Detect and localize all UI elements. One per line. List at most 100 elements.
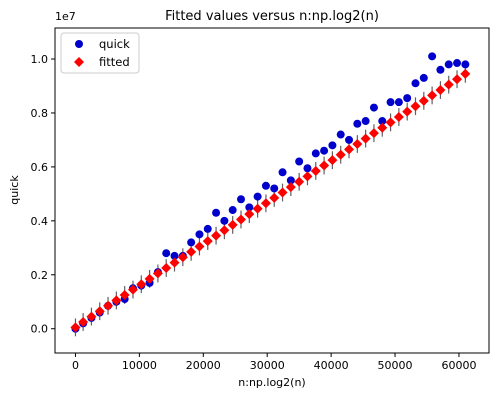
y-tick-label: 0.8	[31, 107, 49, 120]
quick-point	[328, 141, 337, 150]
quick-point	[170, 251, 179, 260]
y-axis-ticks: 0.0 0.2 0.4 0.6 0.8 1.0	[31, 53, 55, 336]
fitted-point	[277, 187, 288, 198]
quick-point	[369, 103, 378, 112]
fitted-point	[169, 257, 180, 268]
y-tick-label: 1.0	[31, 53, 49, 66]
fitted-point	[360, 133, 371, 144]
fitted-point	[236, 214, 246, 225]
fitted-point	[310, 165, 321, 176]
fitted-point	[410, 101, 421, 112]
fitted-point	[219, 225, 230, 236]
fitted-point	[427, 90, 438, 101]
fitted-point	[211, 230, 222, 241]
fitted-point	[111, 295, 122, 306]
fitted-point	[70, 322, 81, 333]
quick-point	[336, 130, 345, 139]
fitted-point	[244, 209, 255, 220]
plot-area-frame	[54, 27, 490, 354]
quick-point	[403, 94, 412, 103]
fitted-point	[144, 273, 155, 284]
quick-point	[261, 181, 270, 190]
fitted-point	[418, 95, 429, 106]
fitted-point	[335, 149, 346, 160]
quick-point	[253, 192, 262, 201]
legend: quick fitted	[60, 32, 140, 74]
fitted-point	[443, 79, 454, 90]
y-tick-label: 0.4	[31, 215, 49, 228]
fitted-point	[177, 252, 188, 263]
quick-point	[295, 157, 304, 166]
quick-point	[228, 206, 237, 215]
fitted-point	[78, 316, 89, 327]
quick-point	[220, 216, 229, 225]
fitted-point	[285, 182, 296, 193]
quick-point	[411, 79, 420, 88]
quick-point	[444, 60, 453, 69]
x-axis-label: n:np.log2(n)	[238, 376, 305, 389]
quick-point	[195, 230, 204, 239]
x-axis-ticks: 0 10000 20000 30000 40000 50000 60000	[72, 353, 476, 372]
fitted-point	[252, 203, 263, 214]
fitted-point	[377, 122, 388, 133]
fitted-point	[227, 219, 238, 230]
fitted-point	[368, 128, 379, 139]
quick-point	[419, 73, 428, 82]
fitted-point	[344, 144, 355, 155]
y-axis-label: quick	[8, 175, 21, 205]
quick-point	[345, 135, 354, 144]
fitted-point	[136, 279, 147, 290]
quick-point	[428, 52, 437, 61]
fitted-point	[302, 171, 313, 182]
quick-point	[453, 59, 462, 68]
x-tick-label: 20000	[186, 359, 221, 372]
error-bars	[74, 64, 466, 337]
quick-point	[203, 224, 212, 233]
legend-fitted-marker	[74, 57, 84, 67]
fitted-point	[435, 85, 446, 96]
fitted-point	[161, 263, 172, 274]
quick-point	[461, 60, 470, 69]
fitted-point	[186, 246, 197, 257]
quick-point	[162, 249, 171, 258]
fitted-point	[94, 306, 105, 317]
quick-point	[278, 168, 287, 177]
fitted-point	[269, 192, 280, 203]
fitted-point	[319, 160, 330, 171]
fitted-point	[86, 311, 97, 322]
x-tick-label: 60000	[441, 359, 476, 372]
y-offset-label: 1e7	[55, 10, 76, 23]
quick-point	[320, 146, 329, 155]
quick-point	[245, 203, 254, 212]
fitted-point	[327, 155, 338, 166]
x-tick-label: 30000	[250, 359, 285, 372]
quick-point	[353, 119, 362, 128]
quick-point	[237, 195, 245, 204]
quick-point	[394, 98, 403, 107]
fitted-point	[127, 284, 138, 295]
x-tick-label: 40000	[314, 359, 349, 372]
fitted-series	[70, 68, 471, 333]
quick-point	[270, 184, 279, 193]
quick-point	[286, 176, 295, 185]
quick-point	[212, 208, 221, 217]
fitted-point	[103, 300, 114, 311]
y-tick-label: 0.2	[31, 269, 49, 282]
x-tick-label: 0	[72, 359, 79, 372]
legend-quick-marker	[75, 40, 83, 48]
fitted-point	[152, 268, 163, 279]
fitted-point	[460, 68, 471, 79]
y-tick-label: 0.0	[31, 323, 49, 336]
fitted-point	[119, 290, 130, 301]
quick-point	[378, 117, 387, 126]
fitted-point	[194, 241, 205, 252]
chart-title: Fitted values versus n:np.log2(n)	[165, 9, 379, 24]
fitted-point	[260, 198, 271, 209]
y-tick-label: 0.6	[31, 161, 49, 174]
fitted-point	[385, 117, 396, 128]
fitted-point	[202, 236, 213, 247]
quick-point	[361, 117, 370, 126]
legend-fitted-label: fitted	[99, 55, 130, 69]
quick-point	[311, 149, 320, 158]
